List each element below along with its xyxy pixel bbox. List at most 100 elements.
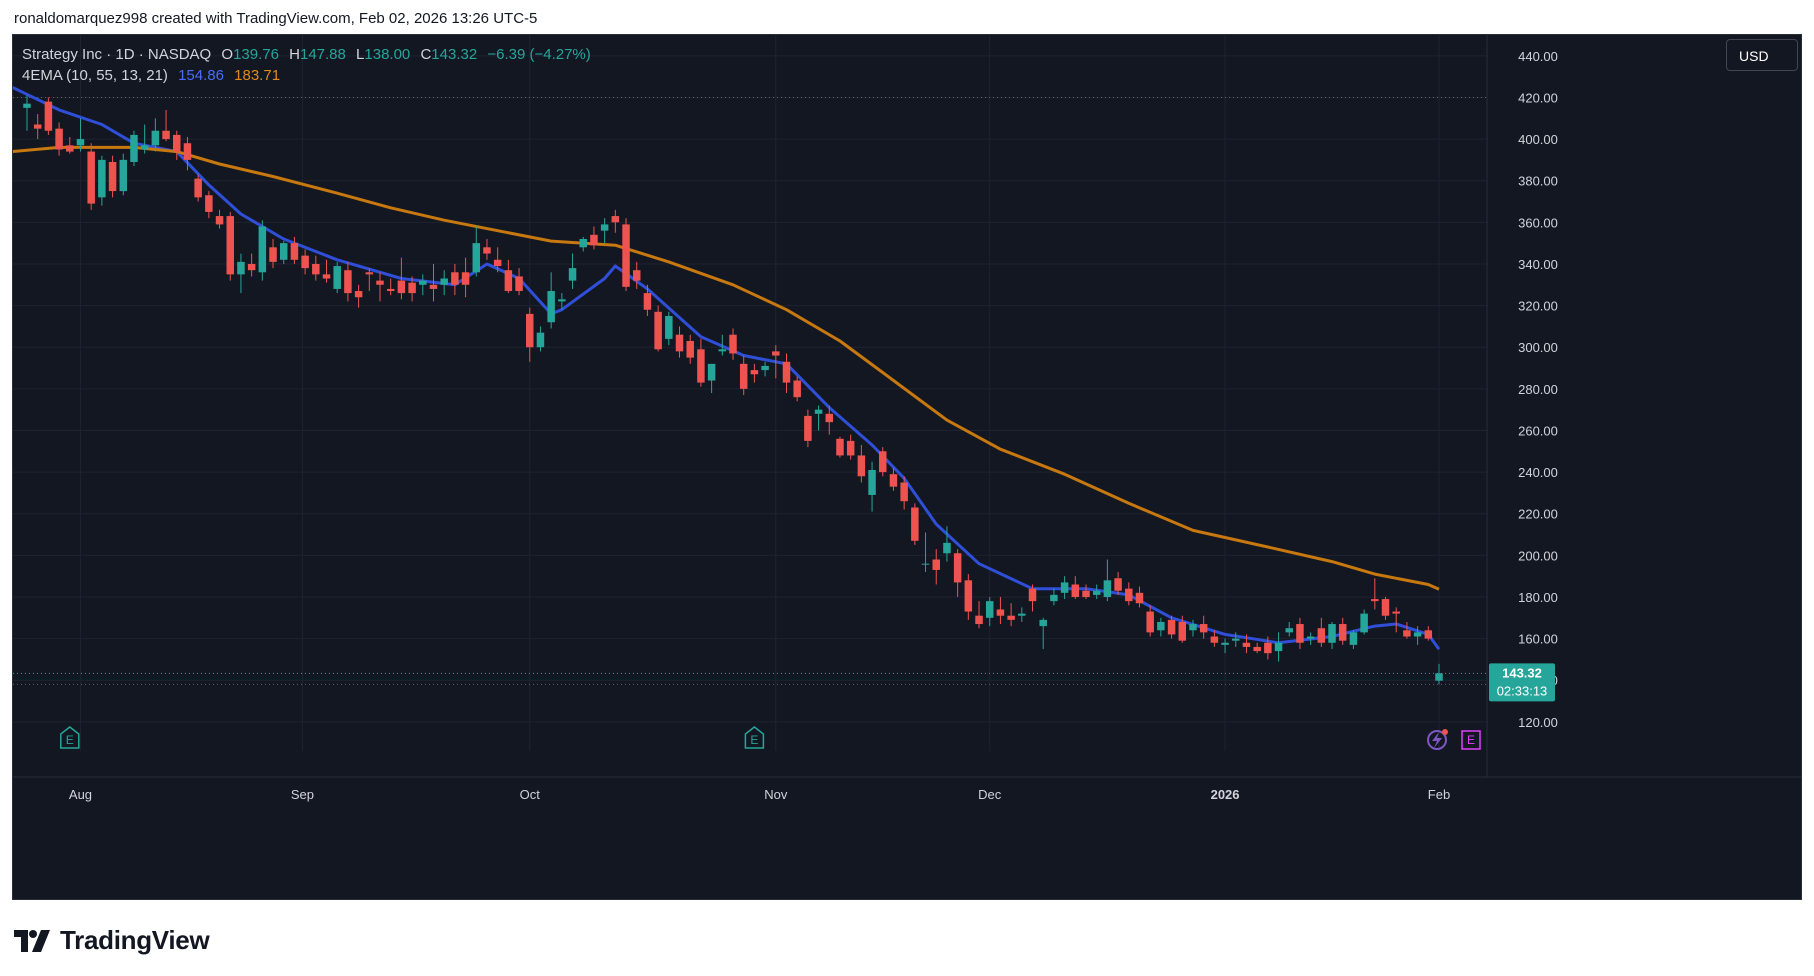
price-axis[interactable] — [1487, 35, 1802, 900]
candle-body[interactable] — [654, 311, 662, 350]
candle-body[interactable] — [1232, 638, 1240, 641]
candle-body[interactable] — [697, 349, 705, 383]
candle-body[interactable] — [1050, 594, 1058, 602]
candle-body[interactable] — [739, 363, 748, 389]
candle-body[interactable] — [1328, 624, 1336, 643]
candle-body[interactable] — [996, 609, 1005, 616]
candle-body[interactable] — [568, 268, 577, 281]
candle-body[interactable] — [547, 291, 555, 323]
candle-body[interactable] — [1349, 632, 1358, 645]
candle-body[interactable] — [1071, 584, 1080, 597]
candle-body[interactable] — [536, 332, 545, 348]
candle-body[interactable] — [1199, 624, 1208, 633]
candle-body[interactable] — [846, 440, 855, 456]
candle-body[interactable] — [1285, 628, 1293, 633]
candle-body[interactable] — [301, 255, 309, 269]
candle-body[interactable] — [98, 159, 106, 198]
candle-body[interactable] — [312, 263, 320, 275]
candle-body[interactable] — [1007, 615, 1015, 620]
candle-body[interactable] — [750, 370, 759, 375]
candle-body[interactable] — [269, 247, 277, 262]
candle-body[interactable] — [1306, 636, 1315, 639]
candle-body[interactable] — [151, 130, 160, 146]
candle-body[interactable] — [868, 470, 876, 495]
candle-body[interactable] — [279, 243, 288, 260]
candle-body[interactable] — [900, 482, 908, 502]
currency-button[interactable]: USD — [1726, 39, 1798, 71]
candle-body[interactable] — [162, 130, 170, 140]
candle-body[interactable] — [461, 272, 470, 285]
candle-body[interactable] — [1371, 599, 1379, 602]
candle-body[interactable] — [515, 276, 523, 292]
symbol-title[interactable]: Strategy Inc · 1D · NASDAQ — [22, 46, 212, 63]
candle-body[interactable] — [108, 161, 117, 192]
candle-body[interactable] — [782, 361, 791, 383]
candle-body[interactable] — [1435, 673, 1443, 681]
candle-body[interactable] — [921, 563, 930, 565]
candle-body[interactable] — [205, 195, 213, 212]
candle-body[interactable] — [665, 315, 673, 339]
candle-body[interactable] — [354, 291, 363, 298]
candle-body[interactable] — [1060, 582, 1069, 593]
ema-slow-line[interactable] — [13, 145, 1440, 591]
candle-body[interactable] — [183, 143, 192, 160]
candle-body[interactable] — [119, 159, 128, 192]
candle-body[interactable] — [825, 413, 834, 423]
earnings-marker[interactable]: E — [744, 726, 765, 749]
candle-body[interactable] — [1135, 592, 1144, 604]
candle-body[interactable] — [622, 224, 630, 287]
candle-body[interactable] — [985, 601, 994, 618]
candle-body[interactable] — [1264, 642, 1272, 654]
candle-body[interactable] — [419, 280, 427, 285]
candle-body[interactable] — [675, 334, 684, 352]
candle-body[interactable] — [879, 451, 887, 473]
candle-body[interactable] — [1167, 619, 1176, 635]
candle-body[interactable] — [344, 270, 352, 294]
candle-body[interactable] — [1082, 590, 1090, 597]
candle-body[interactable] — [1424, 630, 1433, 639]
candle-body[interactable] — [761, 365, 769, 371]
candle-body[interactable] — [1146, 611, 1154, 633]
candle-body[interactable] — [1018, 613, 1026, 616]
candle-body[interactable] — [964, 580, 973, 612]
candle-body[interactable] — [1092, 590, 1101, 595]
candle-body[interactable] — [483, 247, 491, 254]
candle-body[interactable] — [237, 261, 245, 275]
candle-body[interactable] — [504, 270, 513, 292]
earnings-marker[interactable]: E — [1461, 730, 1481, 750]
candle-body[interactable] — [1125, 588, 1133, 602]
earnings-marker[interactable]: E — [60, 726, 80, 749]
candle-body[interactable] — [889, 474, 898, 487]
candle-body[interactable] — [1221, 642, 1229, 645]
candle-body[interactable] — [1274, 642, 1283, 652]
candle-body[interactable] — [953, 553, 962, 583]
candle-body[interactable] — [932, 559, 940, 570]
candle-body[interactable] — [44, 101, 53, 131]
candle-body[interactable] — [429, 284, 438, 289]
candle-body[interactable] — [130, 134, 138, 162]
candle-body[interactable] — [836, 438, 844, 456]
indicator-title[interactable]: 4EMA (10, 55, 13, 21) — [22, 67, 168, 84]
candle-body[interactable] — [1403, 630, 1411, 637]
candle-body[interactable] — [1210, 636, 1219, 643]
candle-body[interactable] — [1381, 599, 1390, 616]
candle-body[interactable] — [258, 226, 267, 273]
candle-body[interactable] — [1103, 580, 1112, 597]
candle-body[interactable] — [857, 455, 866, 477]
candle-body[interactable] — [600, 224, 609, 231]
ema-fast-line[interactable] — [13, 85, 1441, 651]
candle-body[interactable] — [911, 507, 919, 541]
candle-body[interactable] — [1338, 624, 1347, 641]
candle-body[interactable] — [975, 615, 983, 625]
chart-panel[interactable]: 120.00140.00160.00180.00200.00220.00240.… — [12, 34, 1802, 900]
candle-body[interactable] — [1242, 642, 1251, 647]
candle-body[interactable] — [1114, 578, 1122, 591]
candle-body[interactable] — [333, 266, 341, 289]
candle-body[interactable] — [526, 313, 534, 348]
price-chart[interactable]: 120.00140.00160.00180.00200.00220.00240.… — [13, 35, 1802, 900]
candle-body[interactable] — [814, 409, 823, 414]
candle-body[interactable] — [643, 293, 652, 310]
candle-body[interactable] — [793, 380, 801, 398]
candle-body[interactable] — [397, 280, 406, 294]
candle-body[interactable] — [1360, 613, 1368, 633]
